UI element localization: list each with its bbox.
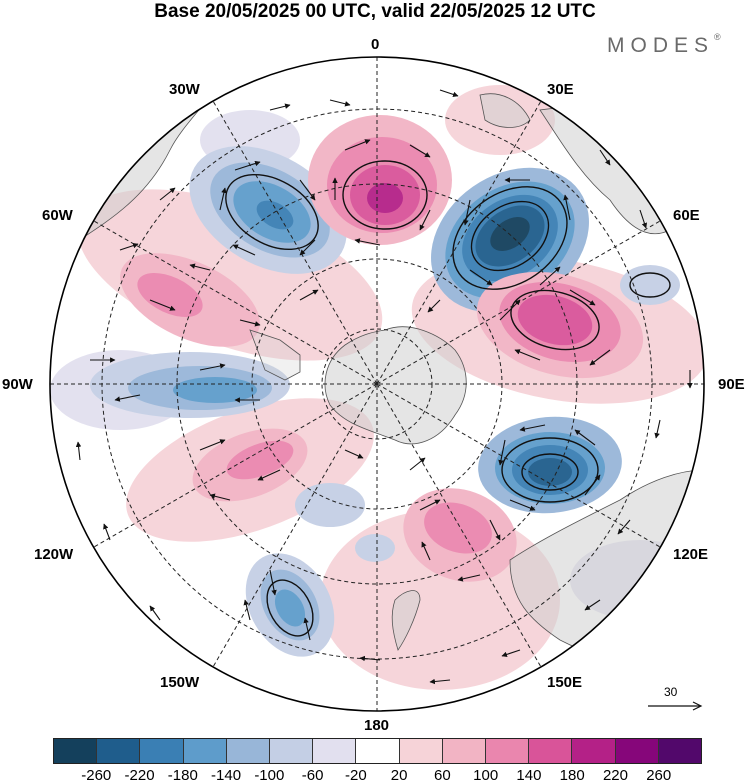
brand-text: MODES (607, 34, 715, 57)
label-60w: 60W (42, 207, 73, 224)
colorbar-tick-label: 60 (434, 767, 451, 784)
colorbar-tick-label: 20 (390, 767, 408, 784)
colorbar-tick-label: 260 (646, 767, 672, 784)
colorbar-swatch (139, 739, 183, 763)
label-180: 180 (364, 717, 390, 734)
colorbar-ticks: -260 -220 -180 -140 -100 -60 -20 20 60 100 140 180 2… (0, 767, 750, 784)
colorbar-swatch (269, 739, 313, 763)
colorbar-tick-label: 100 (473, 767, 499, 784)
colorbar-tick-label: -260 (81, 767, 112, 784)
label-60e: 60E (673, 207, 700, 224)
reference-vector-value: 30 (664, 685, 678, 699)
colorbar-swatch (398, 739, 442, 763)
colorbar-tick-label: 220 (602, 767, 628, 784)
label-90w: 90W (2, 376, 33, 393)
label-90e: 90E (718, 376, 745, 393)
reference-vector-arrow (648, 701, 703, 711)
colorbar-swatch (312, 739, 356, 763)
registered-mark: ® (714, 32, 721, 42)
colorbar-swatch (485, 739, 529, 763)
colorbar-swatch (441, 739, 486, 763)
map-boundary (49, 56, 705, 712)
label-150e: 150E (547, 674, 583, 691)
modes-logo: MODES® (607, 32, 721, 58)
colorbar-tick-label: -100 (254, 767, 285, 784)
label-30e: 30E (547, 81, 574, 98)
colorbar-tick-label: 140 (516, 767, 542, 784)
colorbar-tick-label: 180 (559, 767, 585, 784)
colorbar-swatch (571, 739, 615, 763)
colorbar-swatch (182, 739, 226, 763)
colorbar-swatch (54, 739, 97, 763)
colorbar-tick-label: -220 (124, 767, 155, 784)
contours (225, 160, 671, 637)
label-0: 0 (371, 36, 380, 53)
colorbar-swatch (225, 739, 270, 763)
colorbar-tick-label: -140 (211, 767, 242, 784)
chart-title: Base 20/05/2025 00 UTC, valid 22/05/2025… (154, 1, 596, 22)
colorbar-tick-label: -180 (167, 767, 198, 784)
colorbar-tick-label: -20 (345, 767, 367, 784)
label-120w: 120W (34, 546, 74, 563)
colorbar-swatch (657, 739, 702, 763)
colorbar (53, 738, 702, 764)
colorbar-swatch (614, 739, 658, 763)
colorbar-swatch (528, 739, 572, 763)
colorbar-swatch (96, 739, 140, 763)
colorbar-swatch (355, 739, 399, 763)
wind-vectors (75, 89, 693, 691)
label-30w: 30W (169, 81, 200, 98)
label-150w: 150W (160, 674, 200, 691)
label-120e: 120E (673, 546, 709, 563)
colorbar-tick-label: -60 (301, 767, 324, 784)
